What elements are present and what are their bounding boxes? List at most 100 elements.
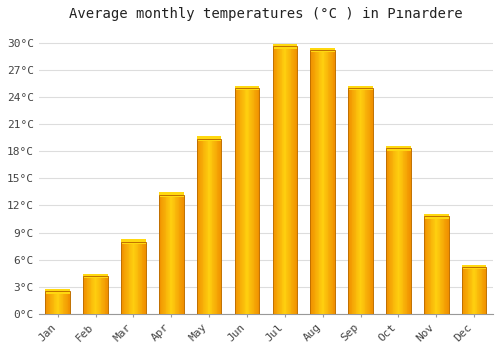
Bar	[408, 148, 409, 314]
Bar	[84, 274, 108, 278]
Bar	[441, 216, 442, 314]
Bar	[159, 195, 160, 314]
Bar	[239, 88, 240, 314]
Bar	[250, 88, 251, 314]
Bar	[280, 46, 281, 314]
Bar	[136, 241, 138, 314]
Bar	[475, 267, 476, 314]
Bar	[84, 276, 108, 314]
Bar	[198, 139, 200, 314]
Bar	[394, 148, 395, 314]
Bar	[326, 50, 327, 314]
Bar	[256, 88, 257, 314]
Bar	[86, 276, 88, 314]
Bar	[401, 148, 402, 314]
Bar	[470, 267, 471, 314]
Bar	[204, 139, 205, 314]
Bar	[141, 241, 142, 314]
Bar	[135, 241, 136, 314]
Bar	[354, 88, 355, 314]
Bar	[61, 292, 62, 314]
Bar	[275, 46, 276, 314]
Bar	[288, 46, 289, 314]
Bar	[348, 88, 349, 314]
Bar	[106, 276, 107, 314]
Bar	[480, 267, 482, 314]
Bar	[132, 241, 134, 314]
Bar	[405, 148, 406, 314]
Bar	[425, 216, 426, 314]
Bar	[219, 139, 220, 314]
Bar	[104, 276, 106, 314]
Bar	[391, 148, 392, 314]
Bar	[386, 148, 410, 314]
Bar	[434, 216, 436, 314]
Bar	[65, 292, 66, 314]
Bar	[131, 241, 132, 314]
Bar	[310, 50, 311, 314]
Bar	[215, 139, 216, 314]
Bar	[367, 88, 368, 314]
Bar	[248, 88, 250, 314]
Bar	[93, 276, 94, 314]
Bar	[236, 88, 237, 314]
Bar	[362, 88, 363, 314]
Bar	[94, 276, 95, 314]
Bar	[234, 88, 236, 314]
Bar	[325, 50, 326, 314]
Bar	[121, 241, 146, 314]
Bar	[234, 88, 260, 314]
Bar	[430, 216, 432, 314]
Bar	[60, 292, 61, 314]
Bar	[390, 148, 391, 314]
Bar	[399, 148, 400, 314]
Bar	[447, 216, 448, 314]
Bar	[348, 86, 373, 90]
Bar	[183, 195, 184, 314]
Bar	[462, 267, 486, 314]
Bar	[324, 50, 325, 314]
Bar	[292, 46, 293, 314]
Bar	[46, 289, 70, 294]
Bar	[400, 148, 401, 314]
Bar	[476, 267, 478, 314]
Bar	[218, 139, 219, 314]
Bar	[424, 214, 448, 219]
Bar	[89, 276, 90, 314]
Bar	[402, 148, 404, 314]
Bar	[103, 276, 104, 314]
Bar	[50, 292, 51, 314]
Bar	[206, 139, 208, 314]
Bar	[144, 241, 145, 314]
Bar	[197, 136, 222, 141]
Bar	[484, 267, 485, 314]
Bar	[247, 88, 248, 314]
Bar	[142, 241, 144, 314]
Bar	[272, 46, 297, 314]
Bar	[296, 46, 297, 314]
Bar	[446, 216, 447, 314]
Bar	[121, 239, 146, 244]
Bar	[468, 267, 469, 314]
Bar	[310, 48, 335, 52]
Bar	[100, 276, 102, 314]
Bar	[352, 88, 353, 314]
Bar	[314, 50, 316, 314]
Bar	[317, 50, 318, 314]
Bar	[360, 88, 362, 314]
Bar	[134, 241, 135, 314]
Bar	[482, 267, 483, 314]
Bar	[428, 216, 429, 314]
Bar	[168, 195, 169, 314]
Bar	[173, 195, 174, 314]
Bar	[392, 148, 394, 314]
Bar	[145, 241, 146, 314]
Bar	[437, 216, 438, 314]
Bar	[462, 267, 464, 314]
Bar	[124, 241, 125, 314]
Bar	[350, 88, 352, 314]
Bar	[48, 292, 50, 314]
Bar	[160, 195, 162, 314]
Bar	[404, 148, 405, 314]
Bar	[47, 292, 48, 314]
